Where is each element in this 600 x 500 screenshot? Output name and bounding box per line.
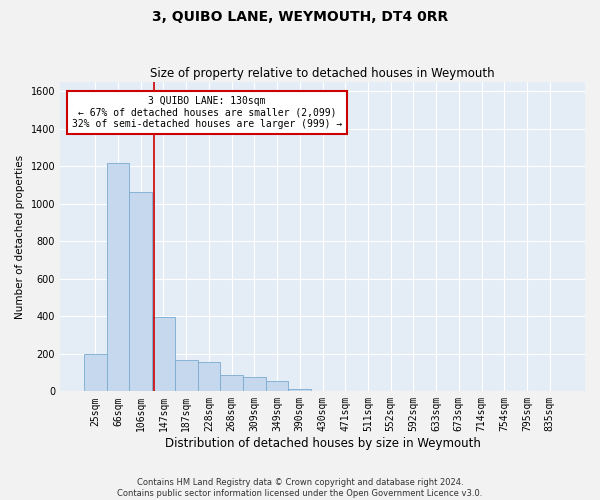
- X-axis label: Distribution of detached houses by size in Weymouth: Distribution of detached houses by size …: [164, 437, 481, 450]
- Text: Contains HM Land Registry data © Crown copyright and database right 2024.
Contai: Contains HM Land Registry data © Crown c…: [118, 478, 482, 498]
- Title: Size of property relative to detached houses in Weymouth: Size of property relative to detached ho…: [150, 66, 495, 80]
- Bar: [130, 192, 152, 392]
- Bar: [197, 362, 220, 392]
- Bar: [289, 388, 311, 392]
- Bar: [152, 318, 175, 392]
- Text: 3, QUIBO LANE, WEYMOUTH, DT4 0RR: 3, QUIBO LANE, WEYMOUTH, DT4 0RR: [152, 10, 448, 24]
- Bar: [175, 360, 197, 392]
- Bar: [107, 162, 130, 392]
- Bar: [220, 376, 243, 392]
- Bar: [266, 381, 289, 392]
- Text: 3 QUIBO LANE: 130sqm
← 67% of detached houses are smaller (2,099)
32% of semi-de: 3 QUIBO LANE: 130sqm ← 67% of detached h…: [72, 96, 342, 129]
- Bar: [84, 354, 107, 392]
- Bar: [243, 378, 266, 392]
- Y-axis label: Number of detached properties: Number of detached properties: [15, 154, 25, 319]
